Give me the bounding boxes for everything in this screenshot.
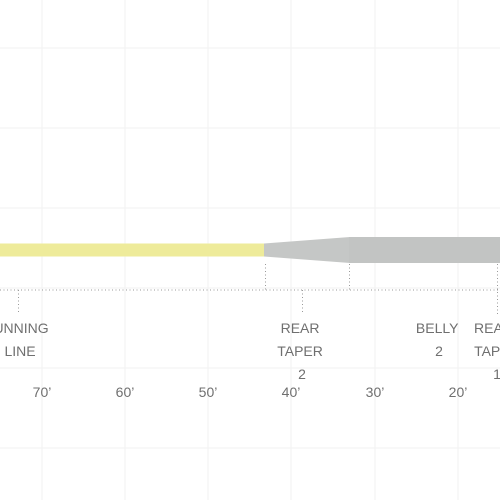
rear-taper-1-label-line-3: 1: [493, 366, 500, 382]
running-line-segment: [0, 243, 266, 257]
tick-label: 20’: [449, 384, 468, 400]
section-guides: [0, 264, 500, 314]
rear-taper-2-label: REAR TAPER 2: [277, 320, 327, 382]
rear-taper-2-segment: [264, 237, 350, 263]
rear-taper-1-label-line-2: TAP: [474, 343, 500, 359]
running-line-label-line-1: UNNING: [0, 320, 49, 336]
tick-label: 40’: [282, 384, 301, 400]
segment-labels: UNNING LINE REAR TAPER 2 BELLY 2 REA TAP…: [0, 320, 500, 382]
tick-label: 70’: [33, 384, 52, 400]
tick-label: 30’: [366, 384, 385, 400]
belly-2-label-line-1: BELLY: [416, 320, 459, 336]
rear-taper-1-label-line-1: REA: [474, 320, 500, 336]
running-line-label-line-2: LINE: [4, 343, 35, 359]
running-line-label: UNNING LINE: [0, 320, 53, 359]
belly-2-segment: [349, 237, 500, 263]
belly-2-label: BELLY 2: [416, 320, 462, 359]
tick-label: 50’: [199, 384, 218, 400]
fly-line: [0, 237, 500, 263]
rear-taper-2-label-line-2: TAPER: [277, 343, 323, 359]
rear-taper-2-label-line-3: 2: [298, 366, 306, 382]
rear-taper-1-label: REA TAP 1: [474, 320, 500, 382]
rear-taper-2-label-line-1: REAR: [281, 320, 320, 336]
belly-2-label-line-2: 2: [435, 343, 443, 359]
tick-label: 60’: [116, 384, 135, 400]
distance-scale: 70’ 60’ 50’ 40’ 30’ 20’: [33, 384, 468, 400]
